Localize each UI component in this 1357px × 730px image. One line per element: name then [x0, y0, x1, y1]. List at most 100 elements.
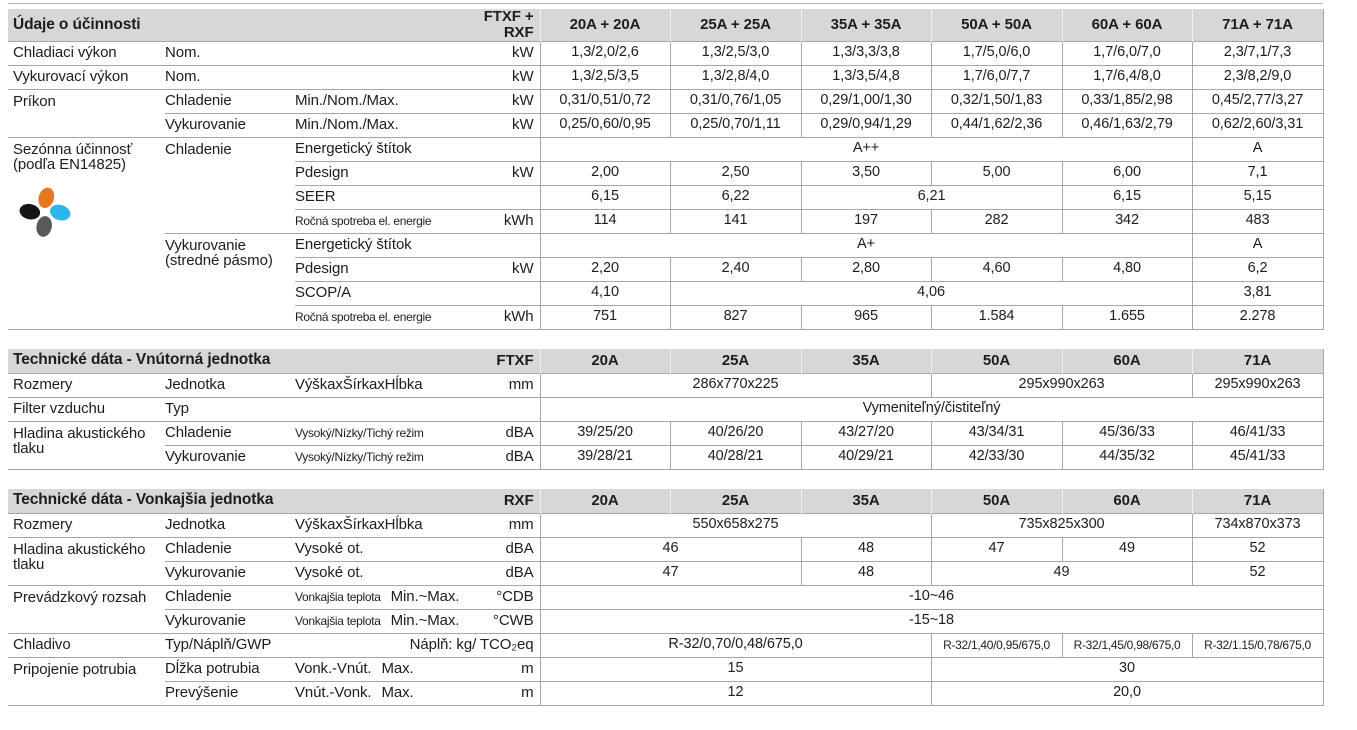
row-attribute: Pdesign: [295, 160, 468, 185]
row-label: Rozmery: [8, 372, 165, 397]
row-attribute-text: Ročná spotreba el. energie: [295, 213, 432, 228]
value-cell: 1,3/2,0/2,6: [539, 40, 671, 65]
row-attribute: Vonkajšia teplota Min.~Max.: [295, 608, 468, 633]
value-cell: 1,3/3,5/4,8: [800, 64, 932, 89]
value-cell: 46: [539, 536, 802, 561]
row-attribute-text: SCOP/A: [295, 284, 352, 302]
value-cell: 48: [800, 536, 932, 561]
value-cell: 0,33/1,85/2,98: [1061, 88, 1193, 113]
value-cell: 734x870x373: [1191, 512, 1324, 537]
row-label: Chladiaci výkon: [8, 40, 165, 65]
table-row: SEER 6,15 6,22 6,21 6,15 5,15: [8, 184, 1324, 209]
value-cell: 3,81: [1191, 280, 1324, 305]
unit-cell: dBA: [467, 536, 541, 561]
value-cell: 827: [669, 304, 802, 330]
value-cell: 2,80: [800, 256, 932, 281]
row-attribute-text: Min./Nom./Max.: [295, 116, 399, 134]
column-header: 25A: [669, 348, 802, 373]
value-cell: 4,80: [1061, 256, 1193, 281]
row-subcategory: Nom.: [165, 40, 295, 65]
table-row: Vykurovanie Vysoké ot. dBA 47 48 49 52: [8, 560, 1324, 585]
row-label: Rozmery: [8, 512, 165, 537]
row-attribute: [295, 40, 468, 65]
row-label: Prevádzkový rozsah: [8, 584, 165, 633]
outdoor-unit-table: Technické dáta - Vonkajšia jednotka RXF 20…: [8, 488, 1324, 706]
row-attribute-text: Náplň: kg/ TCO₂eq: [409, 636, 534, 654]
section-header-row: Údaje o účinnosti FTXF + RXF 20A + 20A 25A …: [8, 9, 1324, 41]
section-header-row: Technické dáta - Vonkajšia jednotka RXF 20…: [8, 488, 1324, 513]
unit-cell: °CDB: [467, 584, 541, 609]
row-attribute: Vysoké ot.: [295, 536, 468, 561]
value-cell: R-32/1,40/0,95/675,0: [930, 632, 1063, 657]
row-attribute-text: Min.~Max.: [390, 612, 460, 630]
row-attribute: Pdesign: [295, 256, 468, 281]
section-title: Technické dáta - Vonkajšia jednotka: [8, 488, 468, 513]
unit-cell: [467, 396, 541, 421]
value-cell: 5,00: [930, 160, 1063, 185]
row-subcategory: Jednotka: [165, 372, 295, 397]
row-attribute: Ročná spotreba el. energie: [295, 208, 468, 233]
row-subcategory: Chladenie: [165, 584, 295, 609]
unit-cell: mm: [467, 512, 541, 537]
value-cell: 2,00: [539, 160, 671, 185]
row-attribute-prefix: Vnút.-Vonk.: [295, 684, 372, 702]
row-label-text: Prevádzkový rozsah: [13, 588, 147, 606]
value-cell: 20,0: [930, 680, 1324, 706]
row-attribute-text: VýškaxŠírkaxHĺbka: [295, 516, 423, 534]
value-cell: 52: [1191, 560, 1324, 585]
row-attribute-text: Pdesign: [295, 260, 349, 278]
table-row: Vykurovanie (stredné pásmo) Energetický št…: [8, 232, 1324, 329]
row-subcategory: Prevýšenie: [165, 680, 295, 706]
value-cell: 40/29/21: [800, 444, 932, 470]
row-label: Pripojenie potrubia: [8, 656, 165, 705]
row-subcategory-text: Vykurovanie: [165, 448, 246, 466]
row-subcategory: Chladenie: [165, 536, 295, 561]
section-header-row: Technické dáta - Vnútorná jednotka FTXF 20…: [8, 348, 1324, 373]
value-cell: 49: [930, 560, 1193, 585]
value-cell: 7,1: [1191, 160, 1324, 185]
unit-cell: kW: [467, 112, 541, 137]
table-row: Hladina akustického tlaku Chladenie Vysoké…: [8, 536, 1324, 585]
row-attribute-prefix: Vonkajšia teplota: [295, 590, 381, 605]
petal-shape: [36, 216, 52, 237]
row-label-text: Chladiaci výkon: [13, 44, 117, 62]
row-label-text: Rozmery: [13, 376, 73, 394]
table-row: Rozmery Jednotka VýškaxŠírkaxHĺbka mm 550x65…: [8, 512, 1324, 537]
value-cell: -15~18: [539, 608, 1324, 633]
row-label-text: Filter vzduchu: [13, 400, 105, 418]
value-cell: A: [1191, 136, 1324, 161]
value-cell: 295x990x263: [1191, 372, 1324, 397]
value-cell: 15: [539, 656, 932, 681]
value-cell: 735x825x300: [930, 512, 1193, 537]
table-row: Hladina akustického tlaku Chladenie Vysoký…: [8, 420, 1324, 469]
table-row: Ročná spotreba el. energie kWh 751 827 965 1.…: [8, 304, 1324, 330]
row-label-text: (podľa EN14825): [13, 156, 126, 174]
column-header: 25A: [669, 488, 802, 513]
value-cell: 295x990x263: [930, 372, 1193, 397]
value-cell: R-32/1.15/0,78/675,0: [1191, 632, 1324, 657]
column-header: 71A + 71A: [1191, 9, 1324, 41]
row-attribute: Náplň: kg/ TCO₂eq: [295, 632, 541, 657]
row-attribute: [295, 396, 468, 421]
value-cell: Vymeniteľný/čistiteľný: [539, 396, 1324, 421]
section-indoor-unit: Technické dáta - Vnútorná jednotka FTXF 20…: [8, 348, 1324, 470]
value-cell: 4,06: [669, 280, 1193, 305]
row-attribute-text: VýškaxŠírkaxHĺbka: [295, 376, 423, 394]
value-cell: 965: [800, 304, 932, 330]
unit-cell: dBA: [467, 444, 541, 470]
value-cell: 0,29/1,00/1,30: [800, 88, 932, 113]
row-label-text: Sezónna účinnosť: [13, 140, 133, 158]
column-header: 60A + 60A: [1061, 9, 1193, 41]
value-cell: 114: [539, 208, 671, 233]
row-attribute: VýškaxŠírkaxHĺbka: [295, 372, 468, 397]
value-cell: 483: [1191, 208, 1324, 233]
table-row: Pripojenie potrubia Dĺžka potrubia Vonk.-V…: [8, 656, 1324, 705]
row-label-text: Hladina akustického tlaku: [13, 424, 146, 458]
row-label-text: Rozmery: [13, 516, 73, 534]
row-subcategory-text: Vykurovanie: [165, 564, 246, 582]
column-header: 25A + 25A: [669, 9, 802, 41]
table-row: Prevádzkový rozsah Chladenie Vonkajšia tep…: [8, 584, 1324, 633]
value-cell: 1,3/3,3/3,8: [800, 40, 932, 65]
value-cell: 1,3/2,8/4,0: [669, 64, 802, 89]
unit-cell: kWh: [467, 304, 541, 330]
